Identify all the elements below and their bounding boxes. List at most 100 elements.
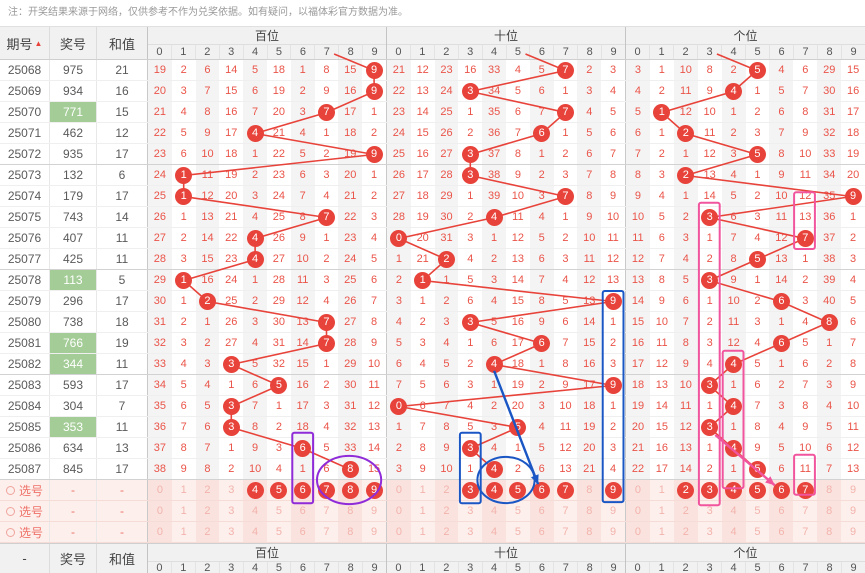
selection-digit[interactable]: 8: [338, 480, 363, 500]
selection-digit[interactable]: 6: [290, 522, 315, 542]
selection-label-cell[interactable]: 选号: [0, 480, 50, 500]
selection-digit[interactable]: 3: [219, 501, 243, 521]
selection-digit[interactable]: 6: [529, 501, 554, 521]
selection-digit[interactable]: 1: [172, 501, 196, 521]
selection-digit[interactable]: 3: [458, 501, 482, 521]
selection-digit[interactable]: 7: [793, 501, 817, 521]
radio-icon[interactable]: [5, 506, 15, 516]
selection-digit[interactable]: 7: [793, 522, 817, 542]
selection-digit[interactable]: 7: [793, 480, 817, 500]
selection-digit[interactable]: 9: [841, 501, 865, 521]
selection-digit[interactable]: 8: [577, 501, 602, 521]
selection-digit[interactable]: 3: [219, 522, 243, 542]
selection-digit[interactable]: 8: [817, 480, 842, 500]
selection-label-cell[interactable]: 选号: [0, 522, 50, 542]
selection-digit[interactable]: 9: [601, 522, 625, 542]
selection-digit[interactable]: 0: [626, 480, 650, 500]
selection-digit[interactable]: 6: [290, 501, 315, 521]
selection-digit[interactable]: 2: [673, 480, 698, 500]
selection-digit[interactable]: 5: [746, 522, 770, 542]
selection-digit[interactable]: 4: [243, 522, 267, 542]
selection-digit[interactable]: 5: [506, 501, 530, 521]
selection-digit[interactable]: 7: [554, 480, 578, 500]
selection-digit[interactable]: 4: [721, 501, 746, 521]
column-header-issue[interactable]: 期号 ▲: [0, 27, 50, 59]
selection-digit[interactable]: 1: [172, 480, 196, 500]
selection-digit[interactable]: 1: [411, 480, 435, 500]
selection-label[interactable]: 选号: [5, 503, 43, 520]
selection-digit[interactable]: 5: [267, 501, 291, 521]
selection-digit[interactable]: 9: [841, 522, 865, 542]
selection-digit[interactable]: 9: [362, 480, 386, 500]
selection-digit[interactable]: 7: [315, 522, 339, 542]
selection-digit[interactable]: 0: [626, 501, 650, 521]
selection-digit[interactable]: 7: [315, 501, 339, 521]
selection-digit[interactable]: 9: [601, 501, 625, 521]
selection-digit[interactable]: 6: [769, 501, 794, 521]
selection-digit[interactable]: 3: [698, 522, 722, 542]
selection-digit[interactable]: 6: [769, 522, 794, 542]
selection-digit[interactable]: 2: [673, 522, 698, 542]
selection-digit[interactable]: 5: [267, 522, 291, 542]
selection-label[interactable]: 选号: [5, 482, 43, 499]
selection-digit[interactable]: 2: [195, 501, 220, 521]
selection-digit[interactable]: 9: [362, 522, 386, 542]
sort-ascending-icon[interactable]: ▲: [34, 38, 43, 48]
selection-digit[interactable]: 1: [411, 501, 435, 521]
selection-digit[interactable]: 0: [626, 522, 650, 542]
selection-digit[interactable]: 0: [387, 501, 411, 521]
selection-digit[interactable]: 6: [769, 480, 794, 500]
selection-digit[interactable]: 4: [721, 480, 746, 500]
selection-digit[interactable]: 4: [482, 501, 506, 521]
selection-digit[interactable]: 3: [698, 501, 722, 521]
selection-digit[interactable]: 1: [411, 522, 435, 542]
selection-digit[interactable]: 3: [698, 480, 722, 500]
selection-digit[interactable]: 8: [577, 480, 602, 500]
selection-digit[interactable]: 2: [673, 501, 698, 521]
selection-digit[interactable]: 6: [529, 480, 554, 500]
selection-digit[interactable]: 7: [554, 501, 578, 521]
selection-digit[interactable]: 3: [458, 522, 482, 542]
selection-digit[interactable]: 1: [172, 522, 196, 542]
selection-digit[interactable]: 4: [243, 501, 267, 521]
selection-digit[interactable]: 4: [482, 480, 506, 500]
selection-digit[interactable]: 2: [434, 480, 459, 500]
selection-digit[interactable]: 7: [315, 480, 339, 500]
selection-digit[interactable]: 5: [267, 480, 291, 500]
selection-digit[interactable]: 8: [338, 501, 363, 521]
selection-digit[interactable]: 1: [650, 501, 674, 521]
selection-digit[interactable]: 0: [387, 522, 411, 542]
selection-digit[interactable]: 6: [529, 522, 554, 542]
selection-label[interactable]: 选号: [5, 524, 43, 541]
selection-digit[interactable]: 8: [817, 522, 842, 542]
selection-digit[interactable]: 1: [650, 522, 674, 542]
selection-digit[interactable]: 0: [387, 480, 411, 500]
selection-digit[interactable]: 8: [817, 501, 842, 521]
selection-digit[interactable]: 5: [506, 522, 530, 542]
selection-digit[interactable]: 5: [506, 480, 530, 500]
selection-digit[interactable]: 2: [195, 480, 220, 500]
selection-digit[interactable]: 4: [721, 522, 746, 542]
radio-icon[interactable]: [5, 485, 15, 495]
selection-digit[interactable]: 4: [243, 480, 267, 500]
selection-digit[interactable]: 3: [219, 480, 243, 500]
selection-digit[interactable]: 4: [482, 522, 506, 542]
selection-digit[interactable]: 9: [362, 501, 386, 521]
selection-digit[interactable]: 8: [577, 522, 602, 542]
selection-digit[interactable]: 8: [338, 522, 363, 542]
selection-digit[interactable]: 0: [148, 501, 172, 521]
selection-digit[interactable]: 2: [434, 501, 459, 521]
selection-digit[interactable]: 9: [841, 480, 865, 500]
selection-digit[interactable]: 0: [148, 522, 172, 542]
selection-digit[interactable]: 5: [746, 501, 770, 521]
selection-label-cell[interactable]: 选号: [0, 501, 50, 521]
selection-digit[interactable]: 5: [746, 480, 770, 500]
selection-digit[interactable]: 6: [290, 480, 315, 500]
selection-digit[interactable]: 2: [434, 522, 459, 542]
selection-digit[interactable]: 7: [554, 522, 578, 542]
selection-digit[interactable]: 2: [195, 522, 220, 542]
selection-digit[interactable]: 9: [601, 480, 625, 500]
radio-icon[interactable]: [5, 527, 15, 537]
selection-digit[interactable]: 1: [650, 480, 674, 500]
selection-digit[interactable]: 0: [148, 480, 172, 500]
